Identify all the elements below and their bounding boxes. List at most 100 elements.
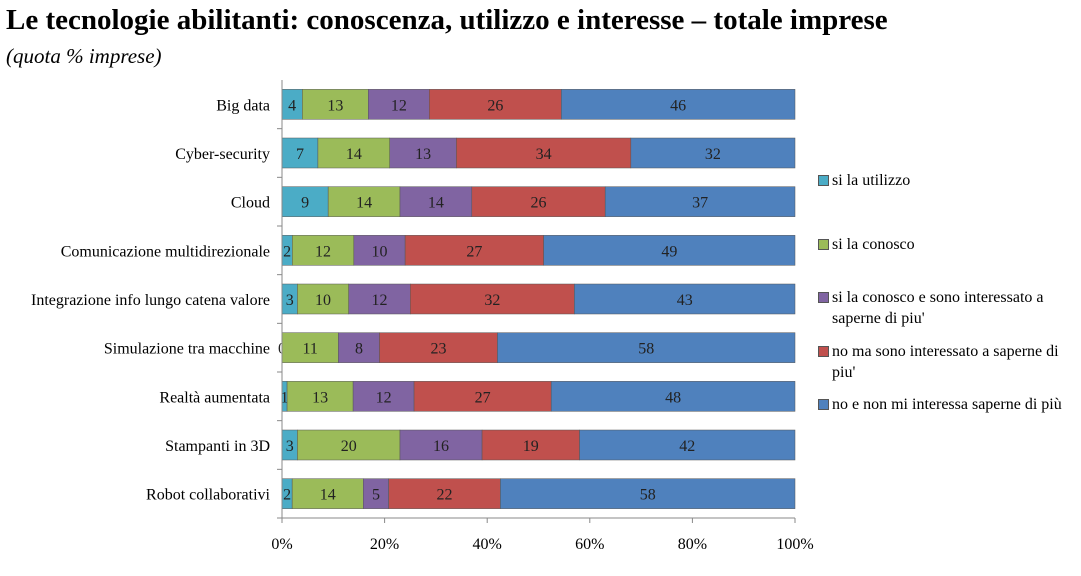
data-label-5-2: 8 xyxy=(355,341,363,358)
chart-subtitle: (quota % imprese) xyxy=(6,44,162,68)
legend-item-3: no ma sono interessato a saperne di piu' xyxy=(818,341,1078,383)
data-label-2-0: 9 xyxy=(301,195,309,212)
legend-swatch-3 xyxy=(818,346,829,357)
data-label-3-3: 27 xyxy=(466,243,482,260)
legend-swatch-2 xyxy=(818,292,829,303)
data-label-5-1: 11 xyxy=(303,341,318,358)
data-label-4-1: 10 xyxy=(315,292,331,309)
bar-segment-1-0 xyxy=(281,137,319,169)
x-tick-label-5: 100% xyxy=(776,536,813,553)
data-label-4-3: 32 xyxy=(484,292,500,309)
data-label-2-2: 14 xyxy=(428,195,444,212)
data-label-0-2: 12 xyxy=(391,97,407,114)
data-label-0-0: 4 xyxy=(288,97,296,114)
bar-segment-1-4 xyxy=(630,137,796,169)
data-label-6-1: 13 xyxy=(312,389,328,406)
bar-segment-2-2 xyxy=(399,186,473,217)
bar-segment-3-4 xyxy=(543,235,796,266)
bar-segment-5-4 xyxy=(497,332,796,363)
data-label-6-2: 12 xyxy=(376,389,392,406)
legend-label-4: no e non mi interessa saperne di più xyxy=(832,396,1062,413)
bar-segment-0-3 xyxy=(429,89,562,120)
bar-segment-4-1 xyxy=(297,283,349,315)
data-label-1-0: 7 xyxy=(296,146,304,163)
data-label-0-1: 13 xyxy=(327,97,343,114)
data-label-3-1: 12 xyxy=(315,243,331,260)
bar-segment-6-2 xyxy=(352,381,415,412)
category-label-7: Stampanti in 3D xyxy=(165,438,270,455)
data-label-1-4: 32 xyxy=(705,146,721,163)
data-label-8-0: 2 xyxy=(283,487,291,504)
bar-segment-5-2 xyxy=(338,332,380,363)
data-label-2-4: 37 xyxy=(692,195,708,212)
data-label-0-4: 46 xyxy=(670,97,686,114)
data-label-3-4: 49 xyxy=(661,243,677,260)
data-label-7-1: 20 xyxy=(341,438,357,455)
legend-swatch-1 xyxy=(818,239,829,250)
data-label-8-4: 58 xyxy=(640,487,656,504)
bar-segment-8-1 xyxy=(291,478,364,509)
bar-segment-1-1 xyxy=(317,137,390,169)
legend-label-1: si la conosco xyxy=(832,236,915,253)
bar-segment-2-0 xyxy=(281,186,329,217)
bar-segment-6-3 xyxy=(413,381,552,412)
category-label-8: Robot collaborativi xyxy=(146,487,271,504)
category-label-1: Cyber-security xyxy=(175,146,270,163)
bar-segment-4-4 xyxy=(574,283,796,315)
legend-item-2: si la conosco e sono interessato a saper… xyxy=(818,287,1078,329)
x-tick-label-3: 60% xyxy=(575,536,604,553)
bar-segment-5-3 xyxy=(379,332,498,363)
category-label-6: Realtà aumentata xyxy=(159,389,270,406)
legend-swatch-4 xyxy=(818,399,829,410)
bar-segment-0-4 xyxy=(561,89,796,120)
data-label-3-0: 2 xyxy=(283,243,291,260)
legend-label-2: si la conosco e sono interessato a saper… xyxy=(832,289,1044,327)
bar-segment-8-4 xyxy=(500,478,796,509)
data-label-6-4: 48 xyxy=(665,389,681,406)
data-label-8-3: 22 xyxy=(437,487,453,504)
bar-segment-2-1 xyxy=(327,186,401,217)
x-tick-label-1: 20% xyxy=(370,536,399,553)
x-tick-label-2: 40% xyxy=(473,536,502,553)
legend-swatch-0 xyxy=(818,175,829,186)
x-tick-label-4: 80% xyxy=(678,536,707,553)
bar-segment-3-3 xyxy=(404,235,544,266)
bar-segment-7-4 xyxy=(579,429,796,461)
data-label-0-3: 26 xyxy=(487,97,503,114)
data-label-6-0: 1 xyxy=(281,389,289,406)
category-label-2: Cloud xyxy=(231,195,270,212)
bar-segment-3-2 xyxy=(353,235,406,266)
data-label-3-2: 10 xyxy=(371,243,387,260)
data-label-8-2: 5 xyxy=(372,487,380,504)
bar-segment-0-1 xyxy=(302,89,369,120)
data-label-1-2: 13 xyxy=(415,146,431,163)
chart-title: Le tecnologie abilitanti: conoscenza, ut… xyxy=(6,4,888,36)
legend-item-1: si la conosco xyxy=(818,234,1078,255)
data-label-1-3: 34 xyxy=(536,146,552,163)
data-label-7-0: 3 xyxy=(286,438,294,455)
bar-segment-5-1 xyxy=(281,332,339,363)
legend-label-3: no ma sono interessato a saperne di piu' xyxy=(832,343,1059,381)
data-label-2-1: 14 xyxy=(356,195,372,212)
data-label-7-3: 19 xyxy=(523,438,539,455)
category-label-3: Comunicazione multidirezionale xyxy=(61,243,270,260)
legend-item-0: si la utilizzo xyxy=(818,170,1078,191)
bar-segment-3-1 xyxy=(292,235,355,266)
data-label-7-4: 42 xyxy=(679,438,695,455)
data-label-8-1: 14 xyxy=(320,487,336,504)
bar-segment-2-4 xyxy=(604,186,796,217)
data-label-4-0: 3 xyxy=(286,292,294,309)
category-label-5: Simulazione tra macchine xyxy=(104,341,270,358)
legend-label-0: si la utilizzo xyxy=(832,172,911,189)
data-label-6-3: 27 xyxy=(475,389,491,406)
data-label-4-2: 12 xyxy=(371,292,387,309)
data-label-2-3: 26 xyxy=(531,195,547,212)
data-label-4-4: 43 xyxy=(677,292,693,309)
x-tick-label-0: 0% xyxy=(271,536,292,553)
bar-segment-4-2 xyxy=(348,283,411,315)
data-label-5-4: 58 xyxy=(638,341,654,358)
data-label-1-1: 14 xyxy=(346,146,362,163)
bar-segment-7-3 xyxy=(481,429,580,461)
bar-segment-6-4 xyxy=(550,381,796,412)
